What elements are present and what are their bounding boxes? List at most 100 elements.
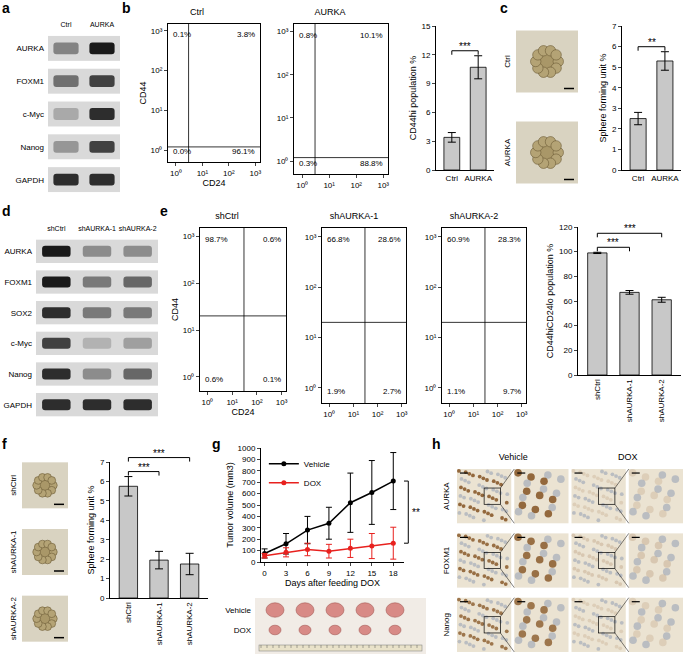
svg-text:10¹: 10¹ <box>151 106 163 115</box>
svg-text:CD44: CD44 <box>170 298 180 321</box>
svg-text:shAURKA-1: shAURKA-1 <box>625 379 634 423</box>
svg-text:10⁰: 10⁰ <box>201 398 213 407</box>
svg-text:shAURKA-2: shAURKA-2 <box>450 211 499 221</box>
svg-text:2: 2 <box>100 555 105 564</box>
svg-text:800: 800 <box>242 467 256 476</box>
svg-text:shAURKA-1: shAURKA-1 <box>155 602 164 646</box>
svg-text:5: 5 <box>100 497 105 506</box>
svg-text:0.1%: 0.1% <box>173 30 191 39</box>
svg-text:3: 3 <box>100 536 105 545</box>
svg-text:Ctrl: Ctrl <box>503 55 512 68</box>
svg-text:10¹: 10¹ <box>348 410 360 419</box>
svg-text:0.6%: 0.6% <box>205 375 223 384</box>
svg-text:12: 12 <box>421 51 430 60</box>
svg-text:2.7%: 2.7% <box>383 387 401 396</box>
svg-text:40: 40 <box>563 321 572 330</box>
svg-text:0: 0 <box>262 569 267 578</box>
svg-text:10²: 10² <box>372 410 384 419</box>
svg-text:SOX2: SOX2 <box>11 309 33 318</box>
svg-text:***: *** <box>153 448 165 459</box>
svg-text:10⁰: 10⁰ <box>182 373 194 382</box>
svg-text:10²: 10² <box>223 169 235 178</box>
svg-text:FOXM1: FOXM1 <box>16 77 44 86</box>
svg-text:5: 5 <box>612 63 617 72</box>
svg-text:4: 4 <box>100 516 105 525</box>
svg-text:10²: 10² <box>492 410 504 419</box>
svg-text:4: 4 <box>612 84 617 93</box>
svg-text:10¹: 10¹ <box>277 114 289 123</box>
svg-text:10³: 10³ <box>183 232 195 241</box>
svg-text:AURKA: AURKA <box>651 174 679 183</box>
svg-text:Nanog: Nanog <box>20 143 44 152</box>
svg-text:c-Myc: c-Myc <box>23 110 44 119</box>
svg-text:9.7%: 9.7% <box>503 387 521 396</box>
svg-text:AURKA: AURKA <box>503 138 512 166</box>
svg-text:CD24: CD24 <box>231 407 254 417</box>
svg-text:2: 2 <box>612 125 617 134</box>
svg-text:10⁰: 10⁰ <box>296 181 308 190</box>
svg-text:1000: 1000 <box>238 444 256 453</box>
svg-text:10³: 10³ <box>425 233 437 242</box>
svg-text:400: 400 <box>242 512 256 521</box>
svg-text:7: 7 <box>100 458 105 467</box>
svg-text:10³: 10³ <box>305 233 317 242</box>
svg-text:**: ** <box>648 37 656 48</box>
svg-text:CD44hiCD24lo population %: CD44hiCD24lo population % <box>545 244 555 359</box>
svg-text:AURKA: AURKA <box>90 21 114 28</box>
svg-text:18: 18 <box>389 569 398 578</box>
svg-text:10²: 10² <box>305 283 317 292</box>
svg-text:100: 100 <box>242 546 256 555</box>
svg-text:shAURKA-1: shAURKA-1 <box>9 530 18 574</box>
svg-text:DOX: DOX <box>304 479 322 488</box>
svg-text:10²: 10² <box>425 283 437 292</box>
svg-text:Ctrl: Ctrl <box>632 174 645 183</box>
svg-text:0.0%: 0.0% <box>173 147 191 156</box>
svg-text:9: 9 <box>327 569 332 578</box>
svg-text:Nanog: Nanog <box>442 613 451 637</box>
svg-text:0: 0 <box>426 166 431 175</box>
svg-text:10²: 10² <box>251 398 263 407</box>
svg-text:***: *** <box>607 237 619 248</box>
svg-text:AURKA: AURKA <box>314 7 345 17</box>
svg-text:3.8%: 3.8% <box>237 30 255 39</box>
svg-text:10⁰: 10⁰ <box>170 169 182 178</box>
svg-text:Nanog: Nanog <box>8 370 32 379</box>
svg-text:Ctrl: Ctrl <box>446 174 459 183</box>
svg-text:10³: 10³ <box>516 410 528 419</box>
svg-text:60: 60 <box>563 297 572 306</box>
svg-text:10¹: 10¹ <box>305 333 317 342</box>
svg-text:AURKA: AURKA <box>4 247 32 256</box>
svg-text:10³: 10³ <box>276 398 288 407</box>
svg-text:10³: 10³ <box>277 27 289 36</box>
svg-text:10¹: 10¹ <box>183 326 195 335</box>
svg-text:Vehicle: Vehicle <box>225 606 251 615</box>
svg-text:3: 3 <box>284 569 289 578</box>
svg-text:200: 200 <box>242 535 256 544</box>
svg-text:CD44hi population %: CD44hi population % <box>408 56 418 141</box>
svg-text:700: 700 <box>242 478 256 487</box>
svg-text:6: 6 <box>305 569 310 578</box>
svg-text:10.1%: 10.1% <box>360 31 383 40</box>
svg-text:Sphere forming unit %: Sphere forming unit % <box>598 53 608 142</box>
svg-text:Vehicle: Vehicle <box>499 452 528 462</box>
svg-text:6: 6 <box>612 42 617 51</box>
svg-text:15: 15 <box>421 22 430 31</box>
svg-text:10⁰: 10⁰ <box>276 157 288 166</box>
svg-text:0: 0 <box>251 558 256 567</box>
svg-text:1.1%: 1.1% <box>447 387 465 396</box>
svg-text:***: *** <box>624 223 636 234</box>
svg-text:shAURKA-2: shAURKA-2 <box>185 602 194 646</box>
svg-text:10¹: 10¹ <box>323 181 335 190</box>
svg-text:10²: 10² <box>277 71 289 80</box>
svg-text:10³: 10³ <box>396 410 408 419</box>
svg-text:28.6%: 28.6% <box>378 235 401 244</box>
svg-text:10⁰: 10⁰ <box>304 384 316 393</box>
svg-text:10¹: 10¹ <box>468 410 480 419</box>
svg-text:Sphere forming unit %: Sphere forming unit % <box>86 485 96 574</box>
svg-text:c-Myc: c-Myc <box>11 339 32 348</box>
svg-text:shAURKA-1: shAURKA-1 <box>78 225 116 232</box>
svg-text:6: 6 <box>100 477 105 486</box>
svg-text:0.8%: 0.8% <box>299 31 317 40</box>
svg-text:CD44: CD44 <box>138 81 148 104</box>
svg-text:10²: 10² <box>151 66 163 75</box>
